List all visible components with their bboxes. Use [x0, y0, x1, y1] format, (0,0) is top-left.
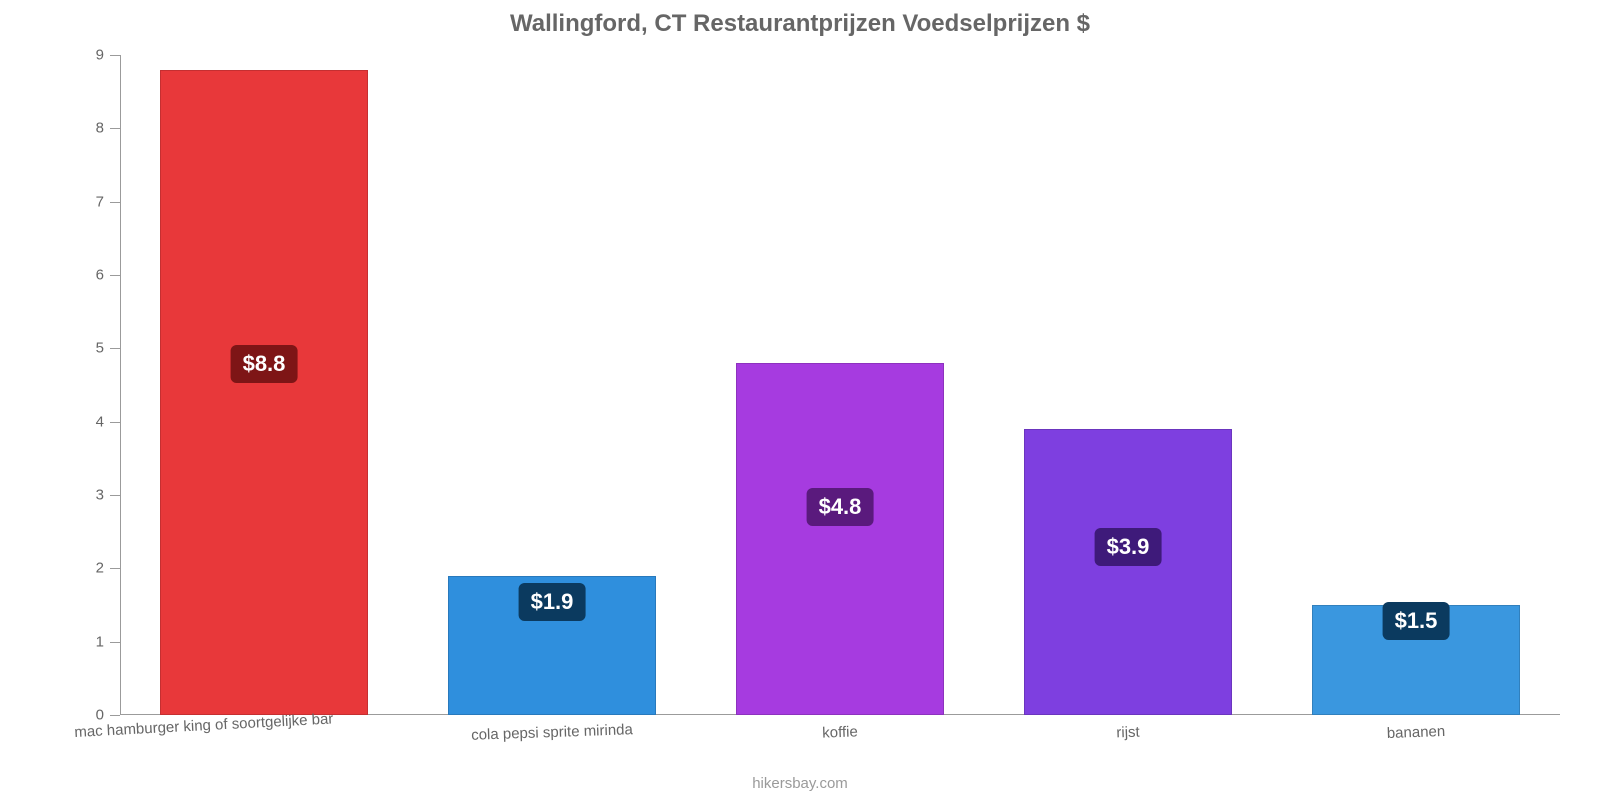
y-tick-label: 6 — [96, 267, 120, 284]
chart-title: Wallingford, CT Restaurantprijzen Voedse… — [0, 10, 1600, 38]
bar — [1024, 429, 1231, 715]
x-axis-label: bananen — [1387, 723, 1446, 742]
value-badge: $4.8 — [807, 488, 874, 526]
value-badge: $3.9 — [1095, 528, 1162, 566]
y-tick-label: 1 — [96, 633, 120, 650]
y-tick-label: 4 — [96, 413, 120, 430]
value-badge: $1.5 — [1383, 602, 1450, 640]
y-axis-line — [120, 55, 121, 715]
value-badge: $1.9 — [519, 583, 586, 621]
y-tick-label: 8 — [96, 120, 120, 137]
plot-area: 0123456789$8.8$1.9$4.8$3.9$1.5 — [120, 55, 1560, 715]
x-axis-labels: mac hamburger king of soortgelijke barco… — [120, 720, 1560, 760]
x-axis-label: koffie — [822, 723, 858, 741]
y-tick-label: 5 — [96, 340, 120, 357]
value-badge: $8.8 — [231, 345, 298, 383]
credit-text: hikersbay.com — [0, 775, 1600, 792]
price-bar-chart: Wallingford, CT Restaurantprijzen Voedse… — [0, 0, 1600, 800]
y-tick-label: 9 — [96, 47, 120, 64]
y-tick-label: 3 — [96, 487, 120, 504]
bar — [160, 70, 367, 715]
x-axis-label: rijst — [1116, 724, 1140, 742]
y-tick-label: 7 — [96, 193, 120, 210]
x-axis-label: cola pepsi sprite mirinda — [471, 721, 633, 744]
y-tick-label: 2 — [96, 560, 120, 577]
bar — [736, 363, 943, 715]
